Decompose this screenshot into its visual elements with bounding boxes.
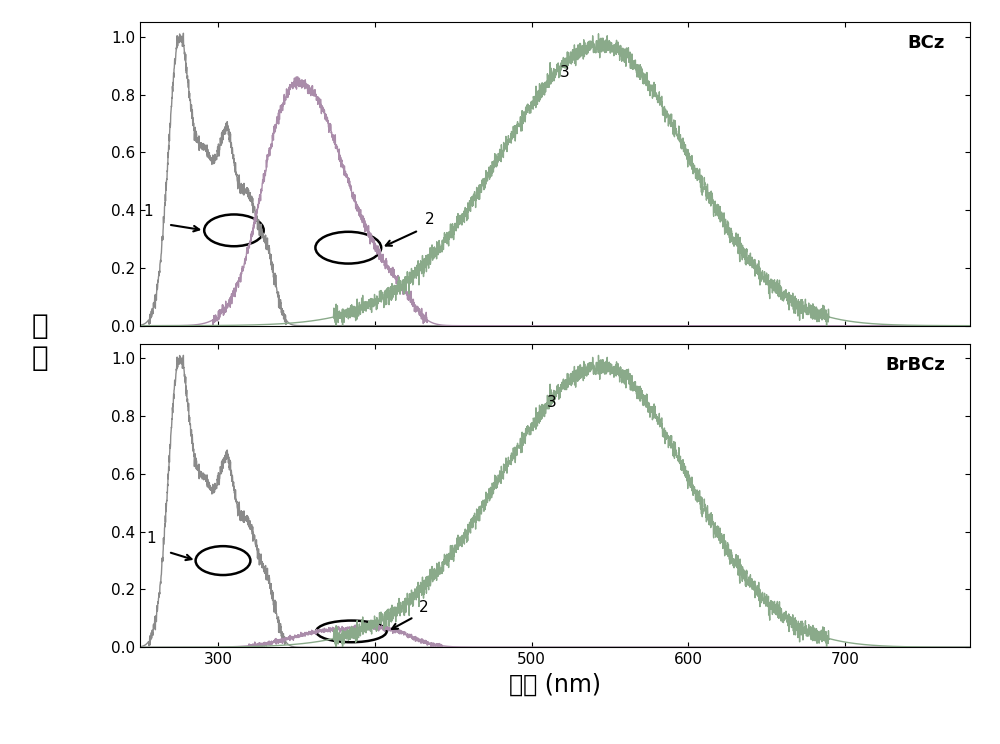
Text: 3: 3 xyxy=(547,396,557,411)
Text: 2: 2 xyxy=(425,213,435,228)
Text: 2: 2 xyxy=(419,600,428,615)
Text: 1: 1 xyxy=(143,204,153,219)
Text: 1: 1 xyxy=(146,531,156,546)
Text: BrBCz: BrBCz xyxy=(885,356,945,374)
Text: 吸
收: 吸 收 xyxy=(32,312,48,373)
X-axis label: 波长 (nm): 波长 (nm) xyxy=(509,673,601,696)
Text: 3: 3 xyxy=(560,65,569,80)
Text: BCz: BCz xyxy=(908,34,945,53)
